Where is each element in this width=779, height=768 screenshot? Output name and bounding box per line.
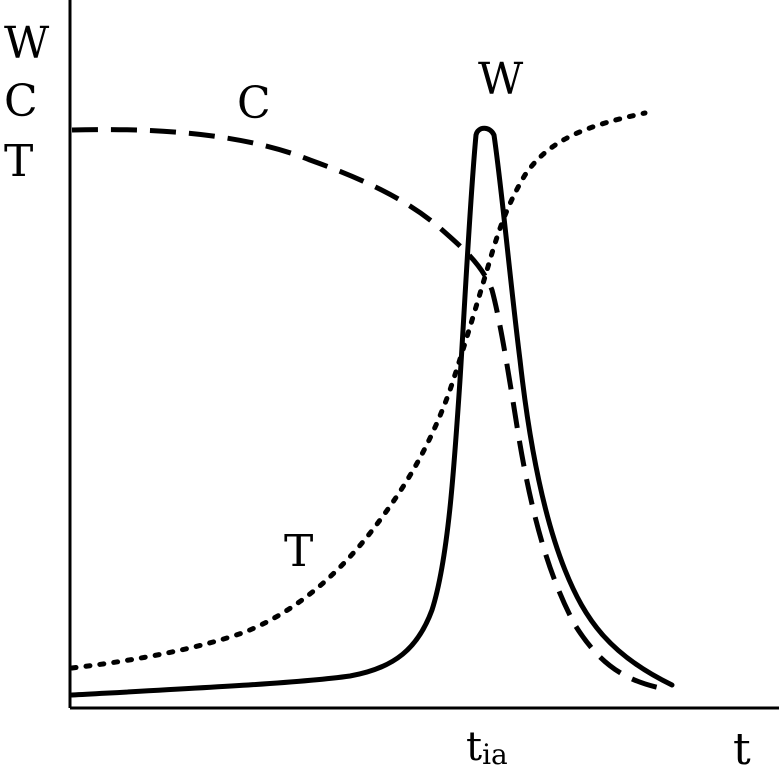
curve-label-c: C xyxy=(237,78,271,129)
curve-c xyxy=(71,127,661,691)
tick-label-tia: tia xyxy=(466,724,508,768)
curve-w xyxy=(69,125,675,698)
y-label-t: T xyxy=(4,136,33,187)
tick-label-sub: ia xyxy=(482,738,508,768)
curve-label-t: T xyxy=(284,526,313,577)
x-axis-label: t xyxy=(733,724,751,768)
curve-t xyxy=(69,110,648,671)
y-label-c: C xyxy=(4,76,38,127)
y-label-w: W xyxy=(4,18,50,69)
tick-label-main: t xyxy=(466,724,482,768)
curve-label-w: W xyxy=(478,54,524,105)
